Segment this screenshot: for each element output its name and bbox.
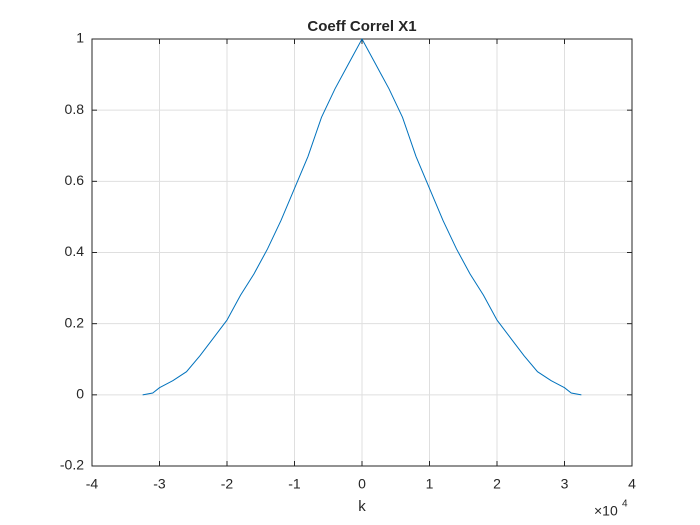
x-multiplier-exponent: 4	[622, 499, 628, 510]
y-tick-label: 1	[76, 30, 84, 46]
x-tick-label: 2	[493, 476, 501, 492]
y-tick-label: 0	[76, 386, 84, 402]
y-tick-label: 0.4	[65, 243, 85, 259]
y-tick-label: 0.2	[65, 314, 85, 330]
data-line	[142, 37, 582, 396]
y-tick-label: 0.8	[65, 101, 85, 117]
x-tick-label: 1	[426, 476, 434, 492]
x-tick-label: -1	[288, 476, 301, 492]
x-tick-label: -3	[153, 476, 166, 492]
x-tick-label: 0	[358, 476, 366, 492]
x-multiplier: ×10	[594, 503, 618, 519]
x-tick-label: -4	[86, 476, 99, 492]
x-tick-label: 3	[561, 476, 569, 492]
y-tick-label: -0.2	[60, 457, 84, 473]
x-axis-label: k	[358, 498, 366, 515]
x-tick-label: 4	[628, 476, 636, 492]
x-tick-label: -2	[221, 476, 234, 492]
y-tick-label: 0.6	[65, 172, 85, 188]
chart-title: Coeff Correl X1	[307, 18, 416, 35]
